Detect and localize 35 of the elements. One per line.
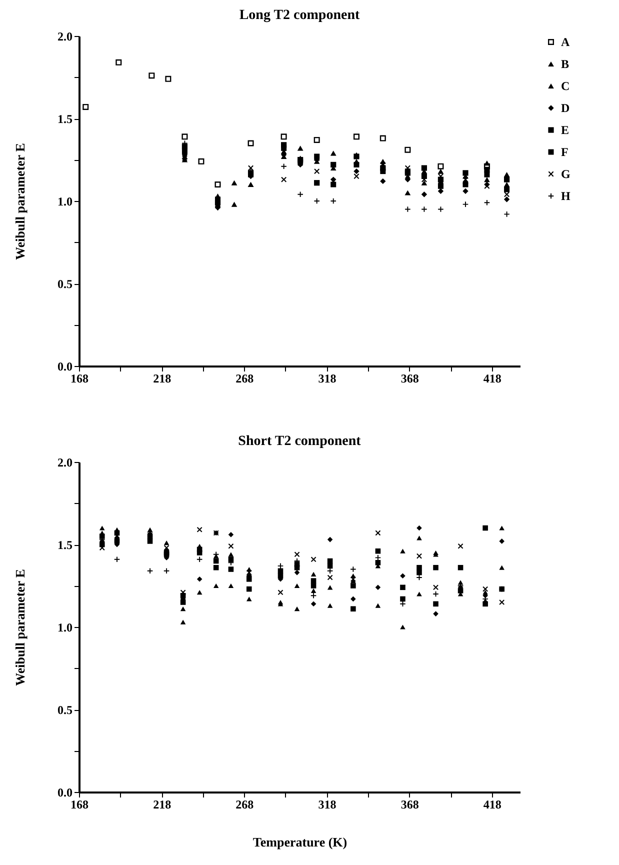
x-tick-label: 318 [318, 372, 336, 386]
x-tick-label: 218 [153, 798, 172, 812]
y-tick-label: 2.0 [58, 456, 72, 470]
x-tick-label: 418 [483, 798, 502, 812]
x-tick-label: 168 [70, 798, 88, 812]
x-tick-label: 168 [70, 372, 88, 386]
legend-label: D [561, 101, 570, 115]
legend-label: B [561, 57, 570, 71]
legend-label: E [561, 123, 570, 137]
x-axis-title: Temperature (K) [252, 834, 348, 850]
x-tick-label: 268 [236, 798, 254, 812]
y-tick-label: 1.0 [58, 194, 72, 208]
x-tick-label: 218 [153, 372, 172, 386]
x-tick-label: 418 [483, 372, 502, 386]
y-axis-title: Weibull parameter E [12, 143, 28, 260]
x-tick-label: 268 [236, 372, 254, 386]
x-tick-label: 368 [400, 372, 419, 386]
x-tick-label: 318 [318, 798, 336, 812]
y-axis-title: Weibull parameter E [12, 569, 28, 686]
y-tick-label: 0.5 [58, 703, 72, 717]
legend-label: A [561, 35, 570, 49]
y-tick-label: 2.0 [58, 30, 72, 44]
y-tick-label: 0.0 [58, 360, 72, 374]
y-tick-label: 1.5 [58, 112, 72, 126]
x-tick-label: 368 [400, 798, 419, 812]
legend-label: F [561, 145, 568, 159]
y-tick-label: 1.5 [58, 538, 72, 552]
y-tick-label: 0.5 [58, 277, 72, 291]
legend-label: H [561, 189, 571, 203]
y-tick-label: 1.0 [58, 620, 72, 634]
chart-title: Long T2 component [239, 8, 360, 23]
legend-label: G [561, 167, 570, 181]
legend-label: C [561, 79, 570, 93]
chart-title: Short T2 component [238, 434, 362, 449]
y-tick-label: 0.0 [58, 786, 72, 800]
